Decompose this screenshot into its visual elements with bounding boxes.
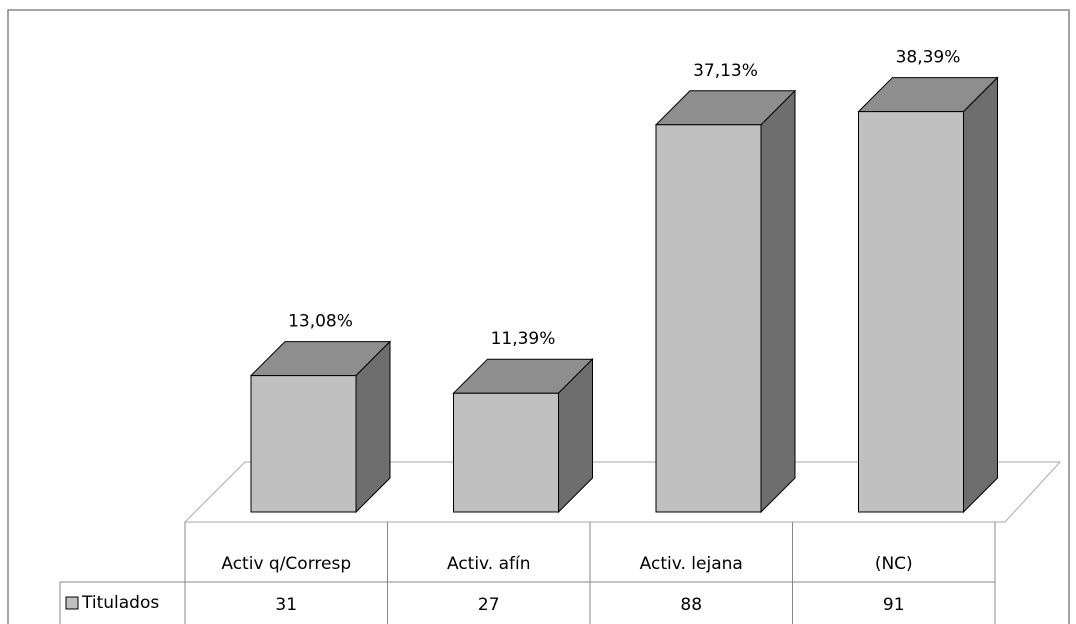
floor xyxy=(183,461,1062,523)
bar-face xyxy=(963,76,998,514)
table-value: 31 xyxy=(275,595,297,615)
category-label: (NC) xyxy=(875,554,913,574)
data-label: 11,39% xyxy=(491,329,556,349)
table-value: 91 xyxy=(883,595,905,615)
category-label: Activ. lejana xyxy=(640,554,743,574)
bar-face xyxy=(655,124,762,513)
category-label: Activ q/Corresp xyxy=(221,554,351,574)
bar xyxy=(654,89,797,514)
bar xyxy=(857,76,999,514)
data-label: 13,08% xyxy=(288,312,353,332)
bar xyxy=(249,340,392,514)
table-value: 88 xyxy=(680,595,702,615)
bar xyxy=(452,357,594,514)
legend-label: Titulados xyxy=(81,593,159,613)
chart-frame xyxy=(7,9,1070,624)
bar-face xyxy=(453,392,559,513)
bar-face xyxy=(250,375,357,513)
data-label: 38,39% xyxy=(896,48,961,68)
table-value: 27 xyxy=(478,595,500,615)
legend-swatch xyxy=(65,596,79,610)
bar-face xyxy=(760,89,796,514)
bar-face xyxy=(858,111,964,513)
category-label: Activ. afín xyxy=(447,554,531,574)
data-label: 37,13% xyxy=(693,61,758,81)
